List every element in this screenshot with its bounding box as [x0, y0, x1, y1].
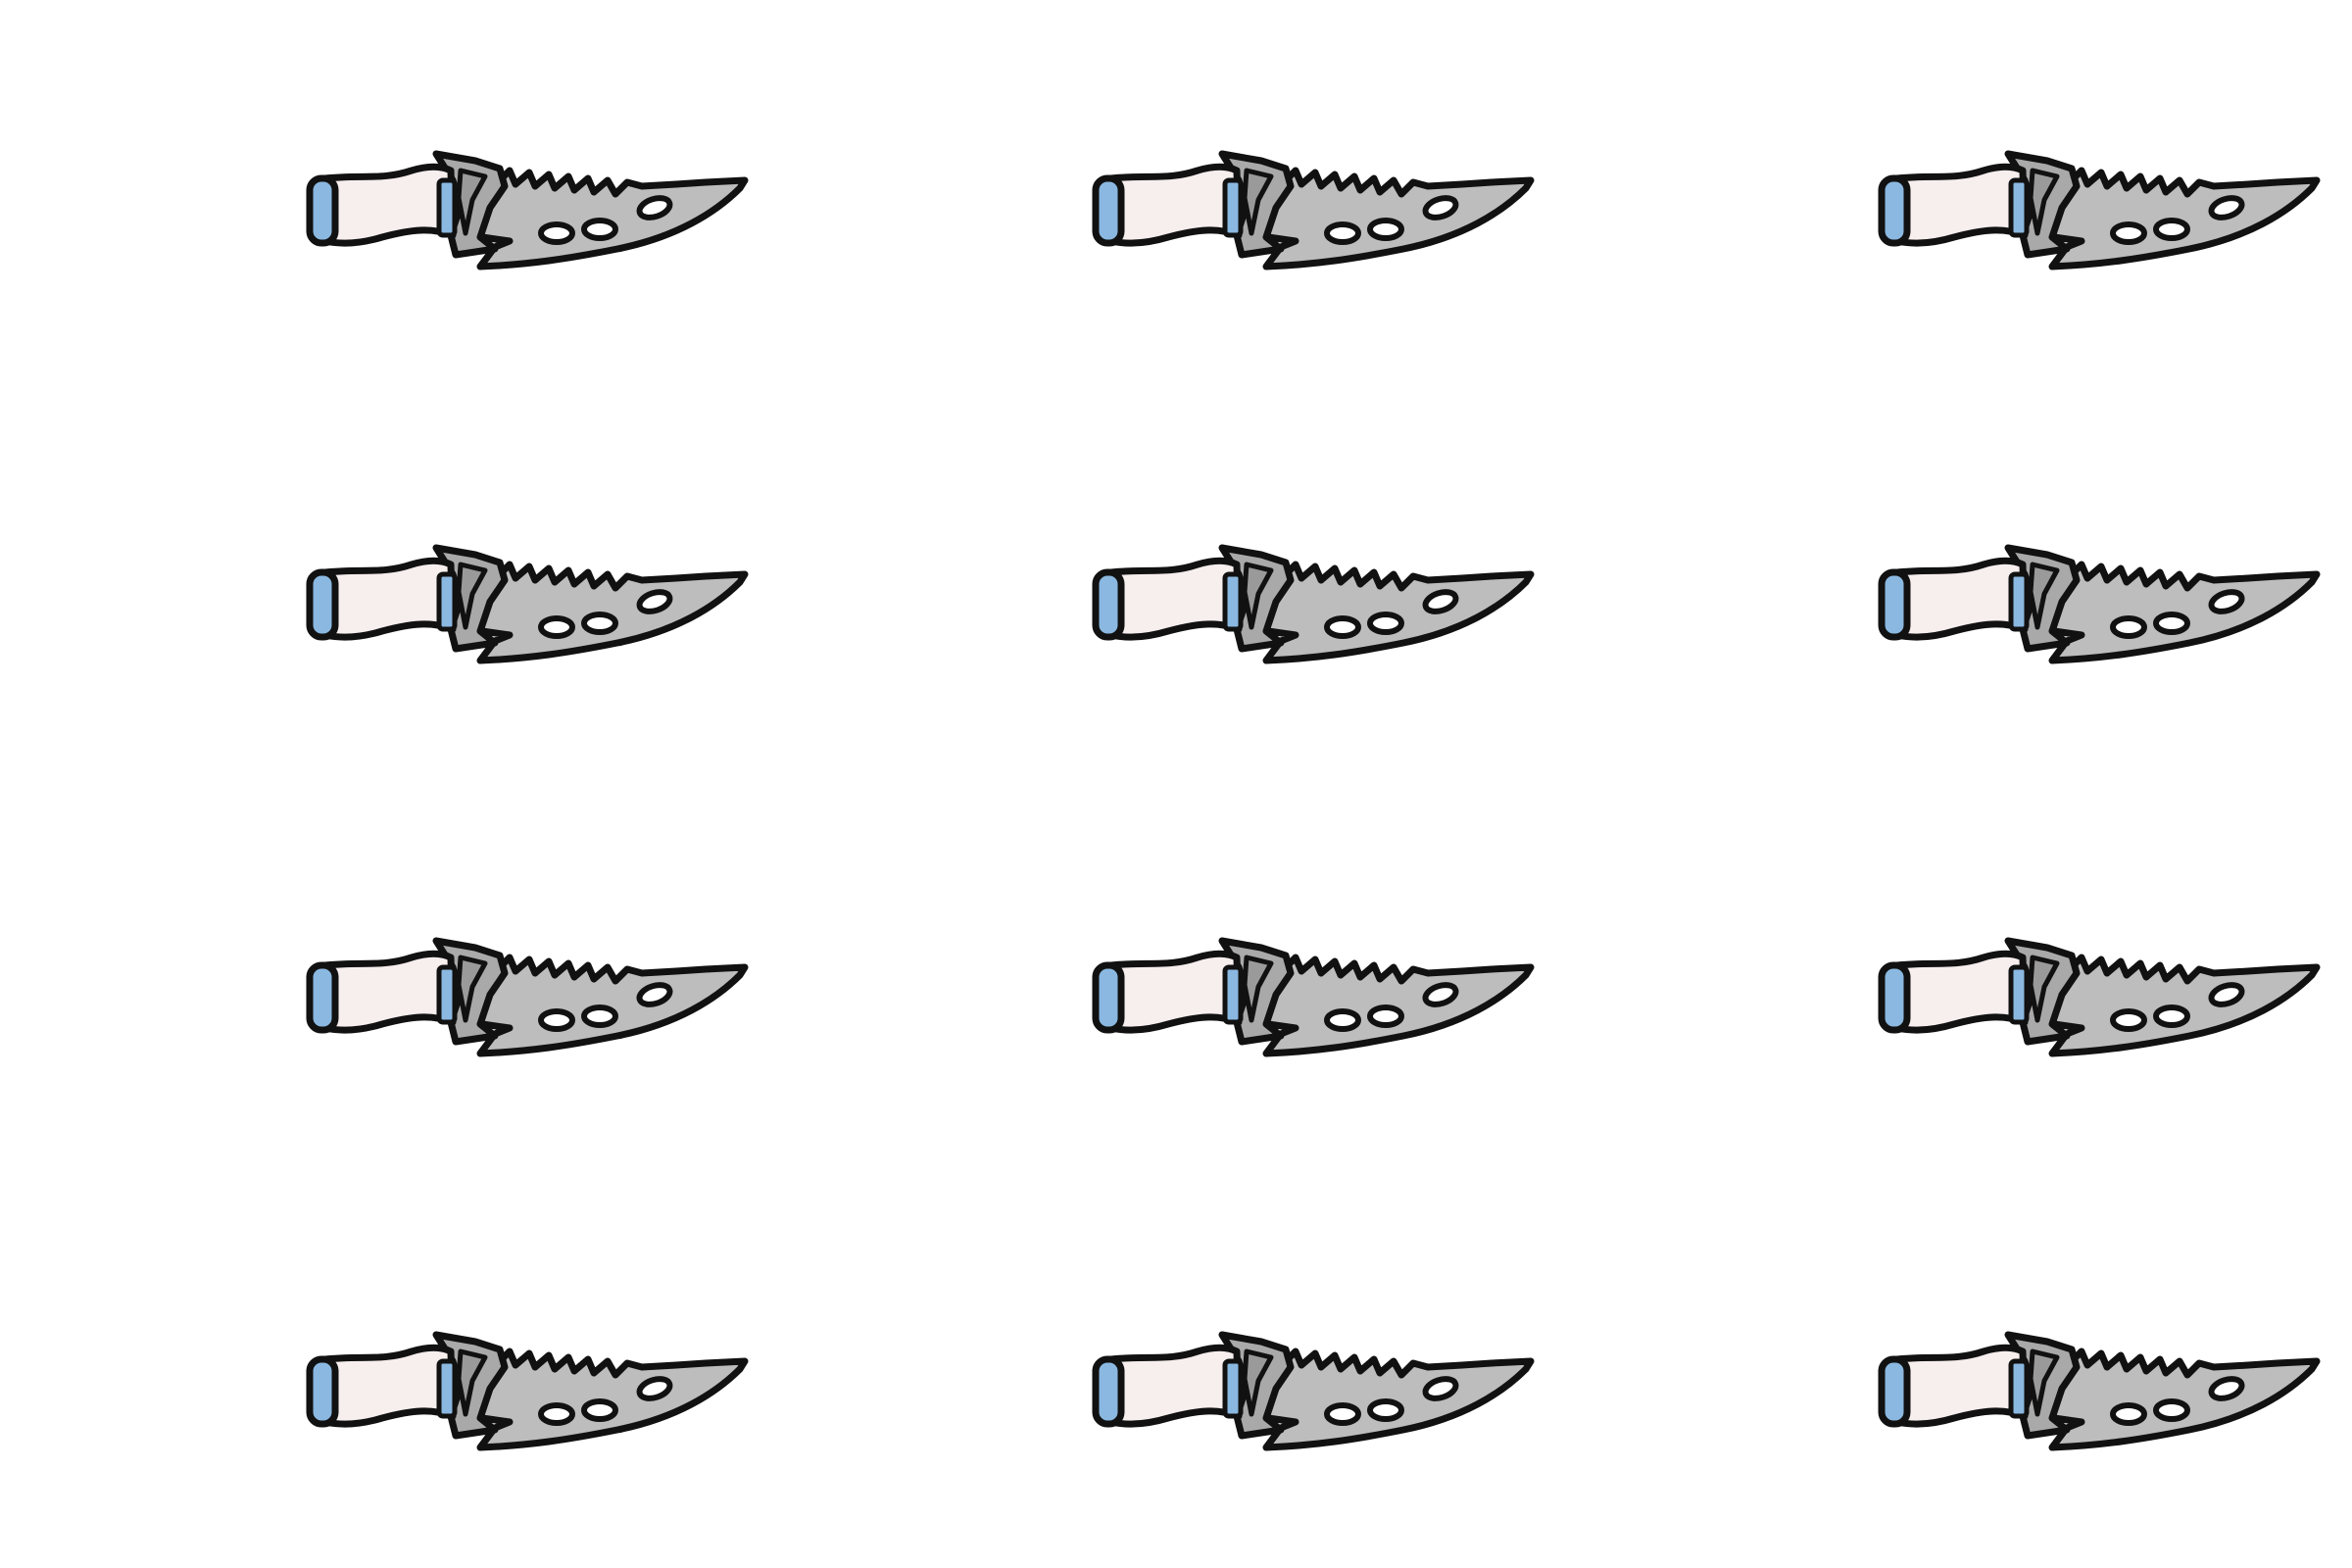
knife-icon: [1876, 1320, 2327, 1457]
knife-icon: [1090, 1320, 1541, 1457]
knife-icon: [1090, 139, 1541, 276]
knife-icon: [1876, 533, 2327, 670]
knife-icon: [304, 533, 755, 670]
knife-icon: [304, 139, 755, 276]
knife-icon: [1090, 533, 1541, 670]
knife-icon: [1876, 139, 2327, 276]
knife-icon: [1090, 926, 1541, 1063]
knife-icon: [304, 1320, 755, 1457]
knife-icon: [304, 926, 755, 1063]
knife-icon: [1876, 926, 2327, 1063]
